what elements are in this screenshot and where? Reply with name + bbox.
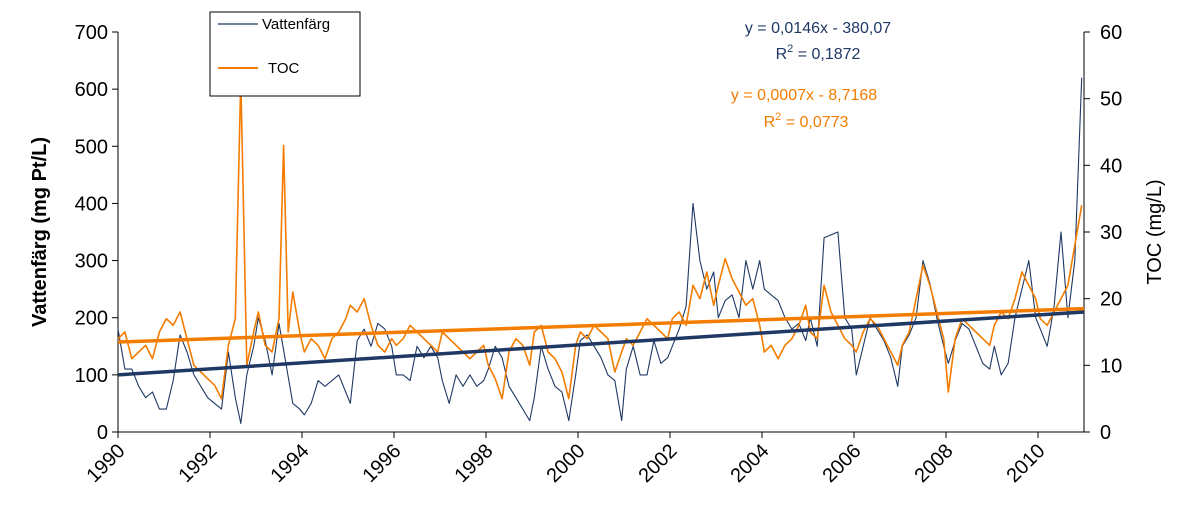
y-right-tick-label: 60 <box>1100 22 1122 44</box>
y-right-tick-label: 0 <box>1100 422 1111 444</box>
trend-equation-vattenfarg: y = 0,0146x - 380,07 R2 = 0,1872 <box>745 20 891 63</box>
legend-label-vattenfarg: Vattenfärg <box>262 16 330 33</box>
y-left-tick-label: 400 <box>75 193 108 215</box>
y-left-axis-title: Vattenfärg (mg Pt/L) <box>29 137 51 327</box>
y-left-tick-label: 500 <box>75 136 108 158</box>
r2-toc-prefix: R <box>764 114 776 131</box>
x-tick-label: 1992 <box>175 440 222 487</box>
equation-vattenfarg: y = 0,0146x - 380,07 <box>745 20 891 37</box>
r2-toc-value: = 0,0773 <box>781 114 848 131</box>
y-left-tick-label: 200 <box>75 308 108 330</box>
series-line-toc <box>117 77 1083 400</box>
r2-toc: R2 = 0,0773 <box>764 111 849 131</box>
y-right-tick-label: 10 <box>1100 355 1122 377</box>
x-tick-label: 2008 <box>911 440 958 487</box>
y-right-tick-label: 40 <box>1100 155 1122 177</box>
trendline-toc <box>117 306 1085 344</box>
trendline-vattenfrg <box>117 310 1085 377</box>
x-tick-label: 2010 <box>1003 440 1050 487</box>
equation-toc: y = 0,0007x - 8,7168 <box>731 87 877 104</box>
r2-vattenfarg: R2 = 0,1872 <box>776 43 861 63</box>
trend-layer <box>117 306 1085 377</box>
y-right-tick-label: 20 <box>1100 289 1122 311</box>
x-tick-label: 2000 <box>543 440 590 487</box>
y-left-tick-label: 600 <box>75 79 108 101</box>
y-right-tick-label: 30 <box>1100 222 1122 244</box>
x-tick-label: 1990 <box>83 440 130 487</box>
trend-equation-toc: y = 0,0007x - 8,7168 R2 = 0,0773 <box>731 87 877 131</box>
y-left-tick-label: 0 <box>97 422 108 444</box>
x-tick-label: 1994 <box>267 440 314 487</box>
y-right-tick-label: 50 <box>1100 89 1122 111</box>
legend-label-toc: TOC <box>268 60 300 77</box>
x-tick-label: 2006 <box>819 440 866 487</box>
r2-toc-sup: 2 <box>775 111 781 123</box>
r2-vattenfarg-value: = 0,1872 <box>793 46 860 63</box>
y-left-tick-label: 100 <box>75 365 108 387</box>
x-tick-label: 2002 <box>635 440 682 487</box>
legend: Vattenfärg TOC <box>209 11 361 97</box>
r2-vattenfarg-sup: 2 <box>787 43 793 55</box>
x-tick-label: 1996 <box>359 440 406 487</box>
series-layer <box>117 77 1083 424</box>
x-tick-label: 1998 <box>451 440 498 487</box>
y-left-tick-label: 700 <box>75 22 108 44</box>
y-left-tick-label: 300 <box>75 251 108 273</box>
r2-vattenfarg-prefix: R <box>776 46 788 63</box>
legend-box <box>209 11 361 97</box>
series-line-vattenfrg <box>117 77 1083 424</box>
y-right-axis-title: TOC (mg/L) <box>1144 179 1166 284</box>
x-tick-label: 2004 <box>727 440 774 487</box>
